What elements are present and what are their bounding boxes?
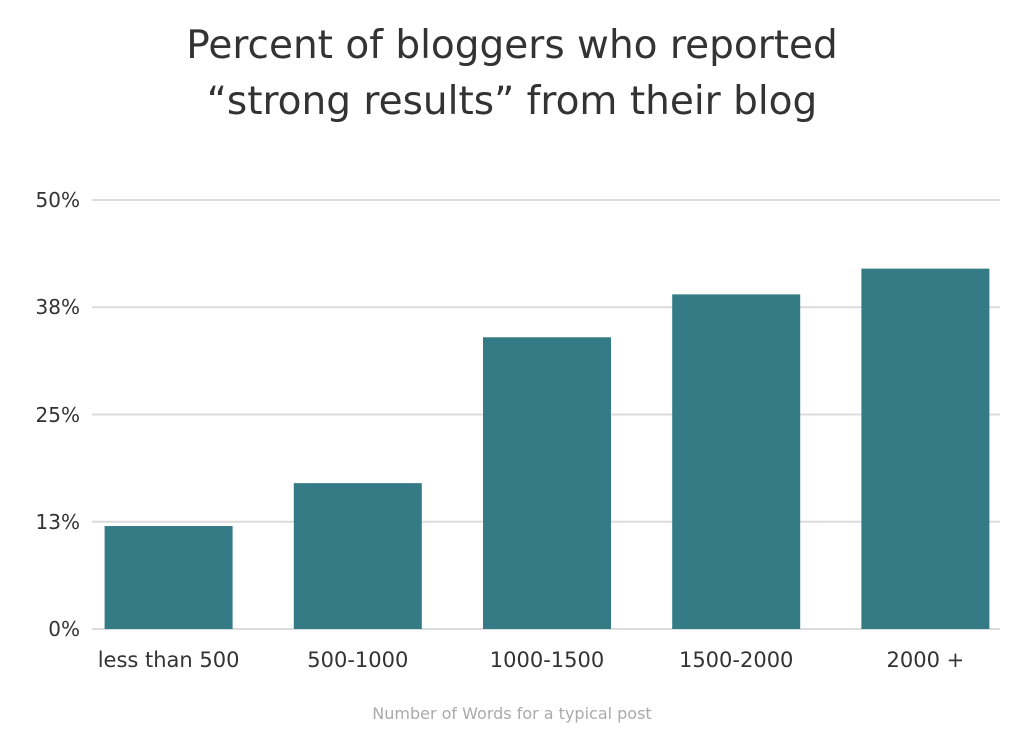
x-tick-label: 1000-1500 (489, 648, 605, 672)
x-tick-label: 500-1000 (307, 648, 409, 672)
y-tick-label: 50% (35, 188, 80, 212)
bar (104, 526, 233, 629)
x-axis-title: Number of Words for a typical post (372, 704, 652, 723)
bar (672, 294, 801, 629)
y-tick-label: 25% (35, 402, 80, 427)
y-tick-label: 38% (35, 295, 80, 320)
x-tick-label: less than 500 (97, 648, 240, 672)
x-tick-label: 1500-2000 (678, 648, 794, 672)
y-tick-label: 0% (48, 617, 80, 641)
bar (483, 337, 611, 629)
y-tick-label: 13% (35, 509, 80, 534)
x-tick-label: 2000 + (886, 648, 965, 672)
bar (861, 268, 990, 629)
chart-title: Percent of bloggers who reported “strong… (186, 23, 838, 124)
bar (293, 483, 422, 629)
